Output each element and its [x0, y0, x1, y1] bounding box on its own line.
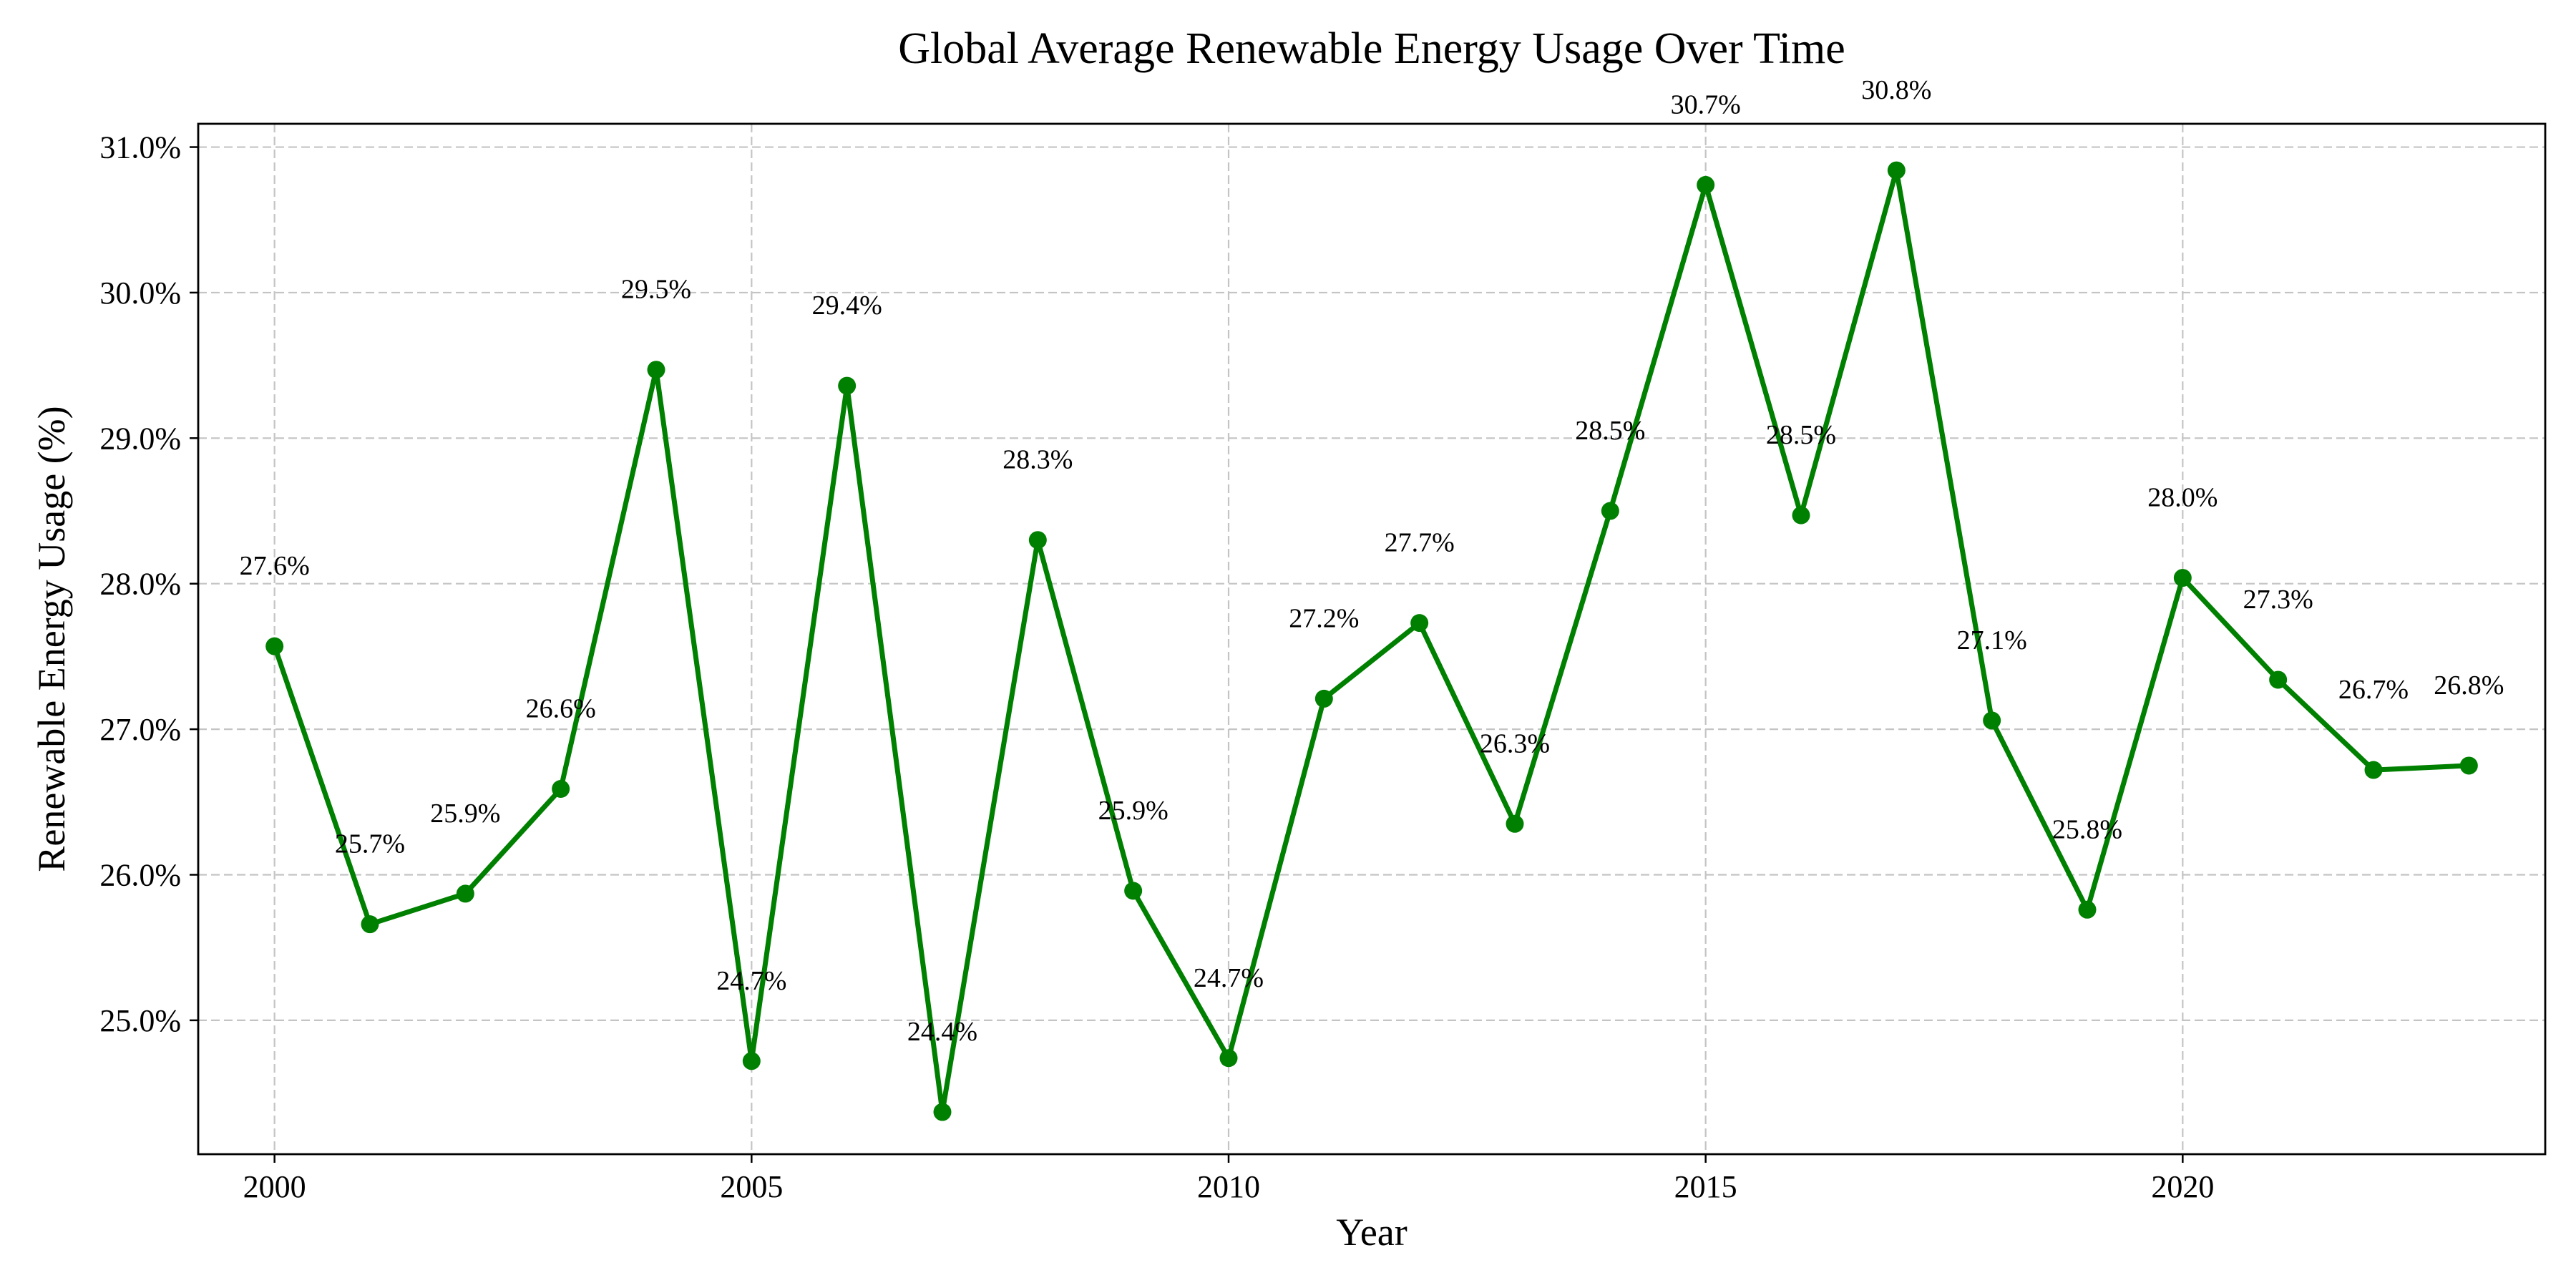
data-label: 25.7% — [335, 829, 405, 859]
data-point — [2078, 900, 2097, 919]
data-point — [1697, 175, 1715, 194]
data-point — [1314, 689, 1333, 708]
data-point — [1028, 531, 1047, 550]
data-label-layer: 27.6% 25.7% 25.9% 26.6% 29.5% 24.7% 29.4% 24.4%… — [240, 75, 2504, 1047]
data-label: 26.8% — [2434, 670, 2504, 701]
data-point — [838, 376, 857, 395]
data-point — [361, 915, 379, 934]
data-point — [1506, 814, 1524, 833]
tick-layer: 2000 2005 2010 2015 2020 25.0% 26.0% 27.0% 28.0%… — [99, 130, 2214, 1204]
y-tick-label: 26.0% — [99, 857, 181, 892]
data-point — [2459, 756, 2478, 775]
data-point — [1219, 1049, 1238, 1068]
data-label: 26.6% — [526, 693, 596, 723]
data-label: 27.6% — [240, 551, 310, 581]
data-label: 25.9% — [430, 799, 500, 829]
data-point — [265, 637, 284, 655]
x-tick-label: 2015 — [1674, 1169, 1737, 1204]
plot-frame — [197, 122, 2547, 1156]
y-tick-label: 27.0% — [99, 712, 181, 747]
data-label: 25.8% — [2052, 814, 2122, 844]
x-axis-label: Year — [1336, 1211, 1407, 1254]
y-axis-label: Renewable Energy Usage (%) — [30, 406, 73, 872]
data-point — [1410, 614, 1429, 633]
data-label: 27.7% — [1385, 528, 1455, 558]
data-point — [456, 884, 474, 903]
data-point — [2364, 761, 2383, 779]
data-label: 27.2% — [1289, 603, 1359, 633]
y-tick-label: 29.0% — [99, 421, 181, 456]
data-label: 27.3% — [2243, 585, 2313, 615]
x-tick-label: 2005 — [720, 1169, 783, 1204]
data-label: 28.0% — [2147, 483, 2218, 513]
data-point — [1124, 882, 1143, 900]
data-point — [742, 1052, 761, 1070]
y-tick-label: 31.0% — [99, 130, 181, 165]
data-point — [1601, 502, 1619, 520]
data-label: 24.7% — [1194, 963, 1264, 993]
data-label: 29.5% — [621, 275, 691, 305]
data-point — [2173, 569, 2192, 587]
series-line — [272, 167, 2472, 1115]
data-label: 27.1% — [1957, 625, 2027, 655]
x-tick-label: 2020 — [2151, 1169, 2214, 1204]
data-label: 28.5% — [1575, 416, 1645, 446]
y-tick-label: 25.0% — [99, 1003, 181, 1038]
data-label: 30.7% — [1671, 89, 1741, 119]
data-label: 24.7% — [716, 966, 786, 996]
series-layer — [265, 161, 2478, 1121]
data-label: 24.4% — [907, 1017, 977, 1047]
data-label: 28.3% — [1002, 445, 1073, 475]
data-point — [2269, 670, 2288, 689]
data-point — [1887, 161, 1906, 180]
grid-layer — [198, 124, 2545, 1154]
x-tick-label: 2010 — [1197, 1169, 1260, 1204]
data-point — [1792, 506, 1810, 525]
data-label: 30.8% — [1861, 75, 1931, 105]
data-label: 29.4% — [812, 291, 882, 321]
data-point — [1983, 711, 2001, 730]
chart-title: Global Average Renewable Energy Usage Ov… — [898, 24, 1845, 73]
x-tick-label: 2000 — [243, 1169, 306, 1204]
data-point — [933, 1103, 952, 1121]
data-label: 25.9% — [1098, 796, 1169, 826]
data-label: 28.5% — [1766, 420, 1836, 450]
data-point — [647, 361, 665, 379]
data-label: 26.7% — [2338, 675, 2409, 705]
y-tick-label: 30.0% — [99, 275, 181, 311]
data-point — [552, 779, 570, 798]
data-label: 26.3% — [1480, 728, 1550, 758]
y-tick-label: 28.0% — [99, 567, 181, 602]
